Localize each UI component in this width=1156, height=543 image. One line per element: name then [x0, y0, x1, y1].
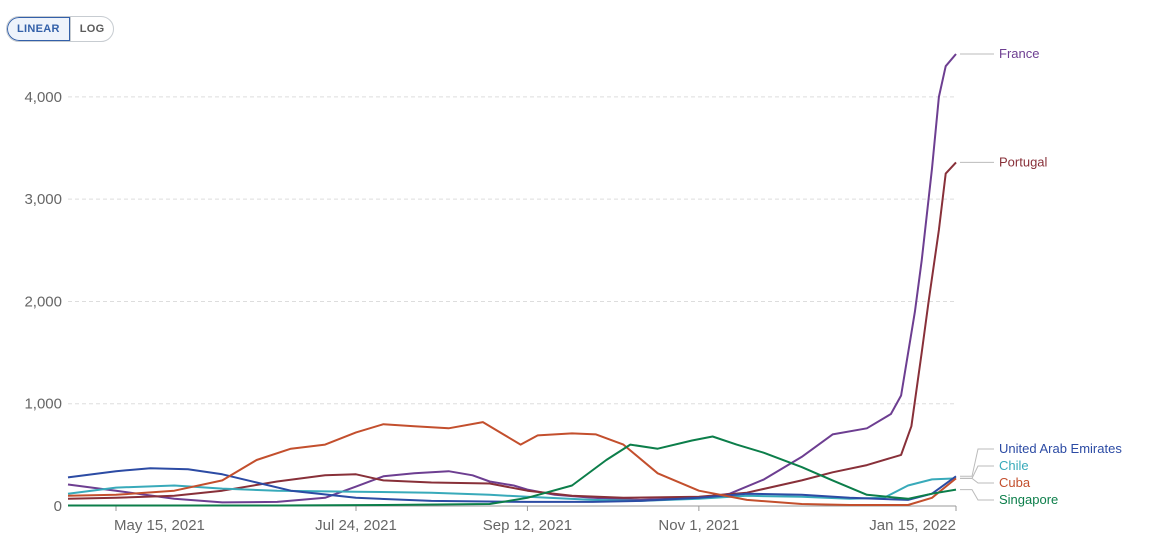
x-tick-label: Nov 1, 2021 — [658, 517, 739, 534]
x-axis: May 15, 2021 Jul 24, 2021 Sep 12, 2021 Nov … — [114, 506, 957, 534]
series-line-chile[interactable] — [67, 477, 957, 502]
series-line-united-arab-emirates[interactable] — [67, 467, 957, 503]
series-label-cuba[interactable]: Cuba — [999, 475, 1031, 490]
scale-toggle: LINEAR LOG — [6, 16, 115, 42]
series-label-portugal[interactable]: Portugal — [999, 154, 1048, 169]
x-tick-label: Jul 24, 2021 — [315, 517, 397, 534]
series-labels: France Portugal United Arab Emirates Chile C… — [960, 46, 1122, 507]
series-label-france[interactable]: France — [999, 46, 1039, 61]
y-tick-label: 2,000 — [24, 293, 62, 310]
x-tick-label: May 15, 2021 — [114, 517, 205, 534]
label-connector — [960, 448, 994, 477]
label-connector — [960, 489, 994, 501]
series-line-portugal[interactable] — [67, 161, 957, 500]
y-tick-label: 3,000 — [24, 191, 62, 208]
series-lines — [67, 53, 957, 507]
series-line-france[interactable] — [67, 53, 957, 504]
series-label-united-arab-emirates[interactable]: United Arab Emirates — [999, 441, 1122, 456]
series-label-chile[interactable]: Chile — [999, 458, 1029, 473]
y-tick-label: 1,000 — [24, 396, 62, 413]
series-line-singapore[interactable] — [68, 435, 957, 507]
y-tick-label: 0 — [54, 498, 62, 515]
series-line-cuba[interactable] — [67, 421, 957, 506]
grid-lines — [68, 96, 956, 507]
y-axis: 0 1,000 2,000 3,000 4,000 — [24, 89, 62, 515]
log-scale-button[interactable]: LOG — [69, 17, 114, 41]
x-tick-label: Jan 15, 2022 — [869, 517, 956, 534]
linear-scale-button[interactable]: LINEAR — [7, 17, 70, 41]
x-tick-label: Sep 12, 2021 — [483, 517, 572, 534]
y-tick-label: 4,000 — [24, 89, 62, 106]
label-connector — [960, 477, 994, 484]
series-label-singapore[interactable]: Singapore — [999, 492, 1058, 507]
